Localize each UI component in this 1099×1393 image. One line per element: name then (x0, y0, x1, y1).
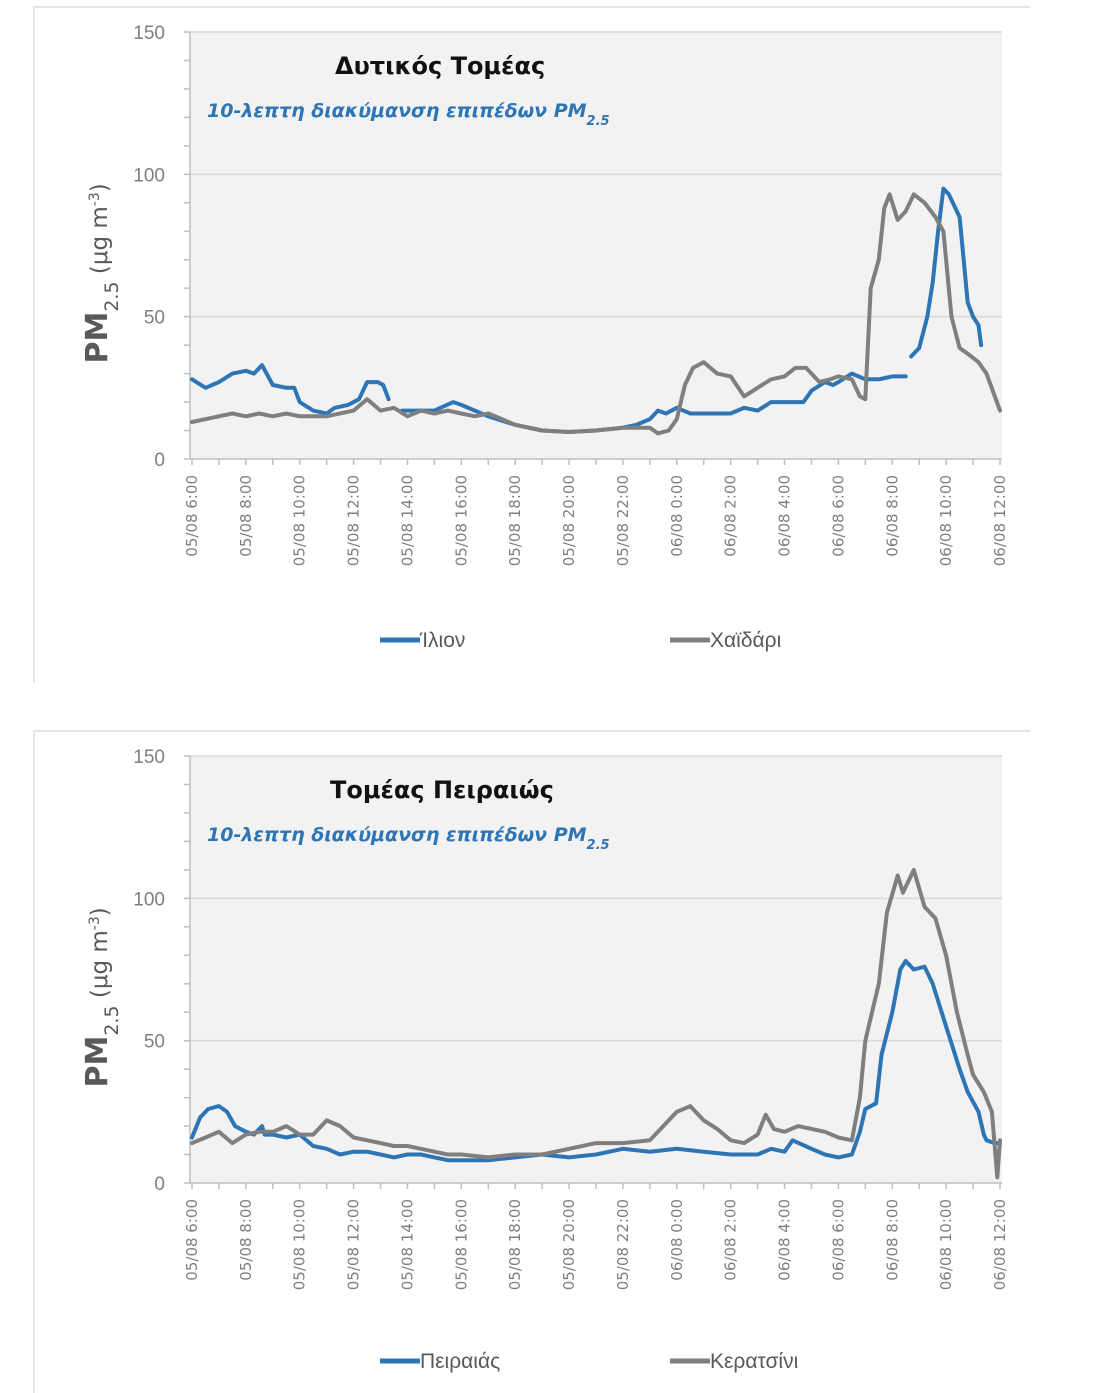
x-tick-label: 05/08 6:00 (183, 475, 201, 557)
x-tick-label: 05/08 18:00 (506, 475, 524, 566)
series-line-blue (190, 363, 391, 416)
x-tick-label: 06/08 2:00 (722, 1199, 740, 1281)
chart-subtitle: 10-λεπτη διακύμανση επιπέδων PM2.5 (207, 100, 610, 129)
chart-subtitle-text: 10-λεπτη διακύμανση επιπέδων PM (207, 100, 587, 122)
x-tick-label: 06/08 10:00 (937, 475, 955, 566)
y-axis-title-part: ) (87, 183, 113, 192)
y-axis-title: PM2.5 (μg m-3) (80, 183, 123, 363)
chart-piraeus-sector: 0 50 100 150 05/08 6:00 05/08 8:00 05/08 10:00… (80, 747, 1009, 1373)
x-tick-label: 05/08 8:00 (237, 1199, 255, 1281)
y-tick-label: 50 (144, 308, 165, 329)
y-tick-label: 50 (144, 1032, 165, 1053)
x-tick-label: 05/08 20:00 (560, 1199, 578, 1290)
x-tick-label: 06/08 6:00 (829, 475, 847, 557)
x-tick-label: 06/08 0:00 (668, 475, 686, 557)
y-axis-title-part: ) (87, 907, 113, 916)
x-tick-label: 05/08 16:00 (452, 1199, 470, 1290)
x-tick-label: 05/08 16:00 (452, 475, 470, 566)
y-axis-title-part: 2.5 (101, 281, 123, 311)
y-axis-title-part: 2.5 (101, 1005, 123, 1035)
x-tick-label: 05/08 12:00 (345, 1199, 363, 1290)
x-tick-label: 05/08 18:00 (506, 1199, 524, 1290)
chart-subtitle-text: 10-λεπτη διακύμανση επιπέδων PM (207, 824, 587, 846)
legend-item: Ίλιον (380, 629, 465, 652)
x-tick-label: 05/08 6:00 (183, 1199, 201, 1281)
y-tick-label: 0 (154, 450, 165, 471)
series-line-grey (190, 192, 1002, 436)
chart-panel-piraeus-sector: 0 50 100 150 05/08 6:00 05/08 8:00 05/08 10:00… (33, 730, 1030, 1393)
chart-west-sector: 0 50 100 150 05/08 6:00 05/08 8:00 05/08 10:00… (80, 23, 1009, 652)
x-tick-label: 06/08 4:00 (776, 1199, 794, 1281)
legend-item: Χαϊδάρι (670, 629, 782, 652)
chart-title: Τομέας Πειραιώς (330, 776, 554, 804)
y-tick-label: 100 (133, 889, 165, 910)
x-tick-label: 06/08 8:00 (883, 475, 901, 557)
x-tick-label: 06/08 10:00 (937, 1199, 955, 1290)
legend-label: Πειραιάς (420, 1350, 500, 1373)
x-tick-label: 06/08 12:00 (991, 475, 1009, 566)
x-tick-label: 05/08 10:00 (291, 1199, 309, 1290)
x-tick-label: 05/08 14:00 (398, 475, 416, 566)
x-tick-label: 05/08 10:00 (291, 475, 309, 566)
chart-subtitle: 10-λεπτη διακύμανση επιπέδων PM2.5 (207, 824, 610, 853)
y-tick-label: 100 (133, 165, 165, 186)
x-tick-label: 06/08 6:00 (829, 1199, 847, 1281)
series-line-blue (190, 959, 1002, 1163)
y-axis-title: PM2.5 (μg m-3) (80, 907, 123, 1087)
x-tick-label: 06/08 12:00 (991, 1199, 1009, 1290)
y-axis-title-part: PM (80, 1036, 115, 1088)
legend-item: Πειραιάς (380, 1350, 500, 1373)
x-tick-label: 06/08 2:00 (722, 475, 740, 557)
chart-panel-west-sector: 0 50 100 150 05/08 6:00 05/08 8:00 05/08 10:00… (33, 6, 1030, 683)
y-axis-title-part: -3 (87, 192, 103, 206)
legend-label: Χαϊδάρι (710, 629, 782, 652)
y-tick-label: 150 (133, 23, 165, 44)
chart-subtitle-subscript: 2.5 (587, 114, 610, 129)
y-axis-title-part: PM (80, 312, 115, 364)
chart-title: Δυτικός Τομέας (335, 52, 545, 80)
y-axis-title-part: -3 (87, 916, 103, 930)
x-tick-label: 05/08 22:00 (614, 1199, 632, 1290)
y-tick-label: 0 (154, 1174, 165, 1195)
x-tick-label: 06/08 0:00 (668, 1199, 686, 1281)
legend-item: Κερατσίνι (670, 1350, 799, 1373)
x-tick-label: 05/08 12:00 (345, 475, 363, 566)
legend-label: Κερατσίνι (710, 1350, 799, 1373)
x-tick-label: 05/08 22:00 (614, 475, 632, 566)
x-tick-label: 05/08 14:00 (398, 1199, 416, 1290)
legend-label: Ίλιον (419, 629, 465, 652)
x-tick-label: 05/08 20:00 (560, 475, 578, 566)
x-tick-label: 06/08 4:00 (776, 475, 794, 557)
y-tick-label: 150 (133, 747, 165, 768)
y-axis-title-part: (μg m (87, 930, 113, 1005)
x-tick-label: 05/08 8:00 (237, 475, 255, 557)
chart-subtitle-subscript: 2.5 (587, 838, 610, 853)
y-axis-title-part: (μg m (87, 206, 113, 281)
x-tick-label: 06/08 8:00 (883, 1199, 901, 1281)
series-line-blue (909, 186, 984, 359)
series-line-grey (190, 867, 1002, 1180)
